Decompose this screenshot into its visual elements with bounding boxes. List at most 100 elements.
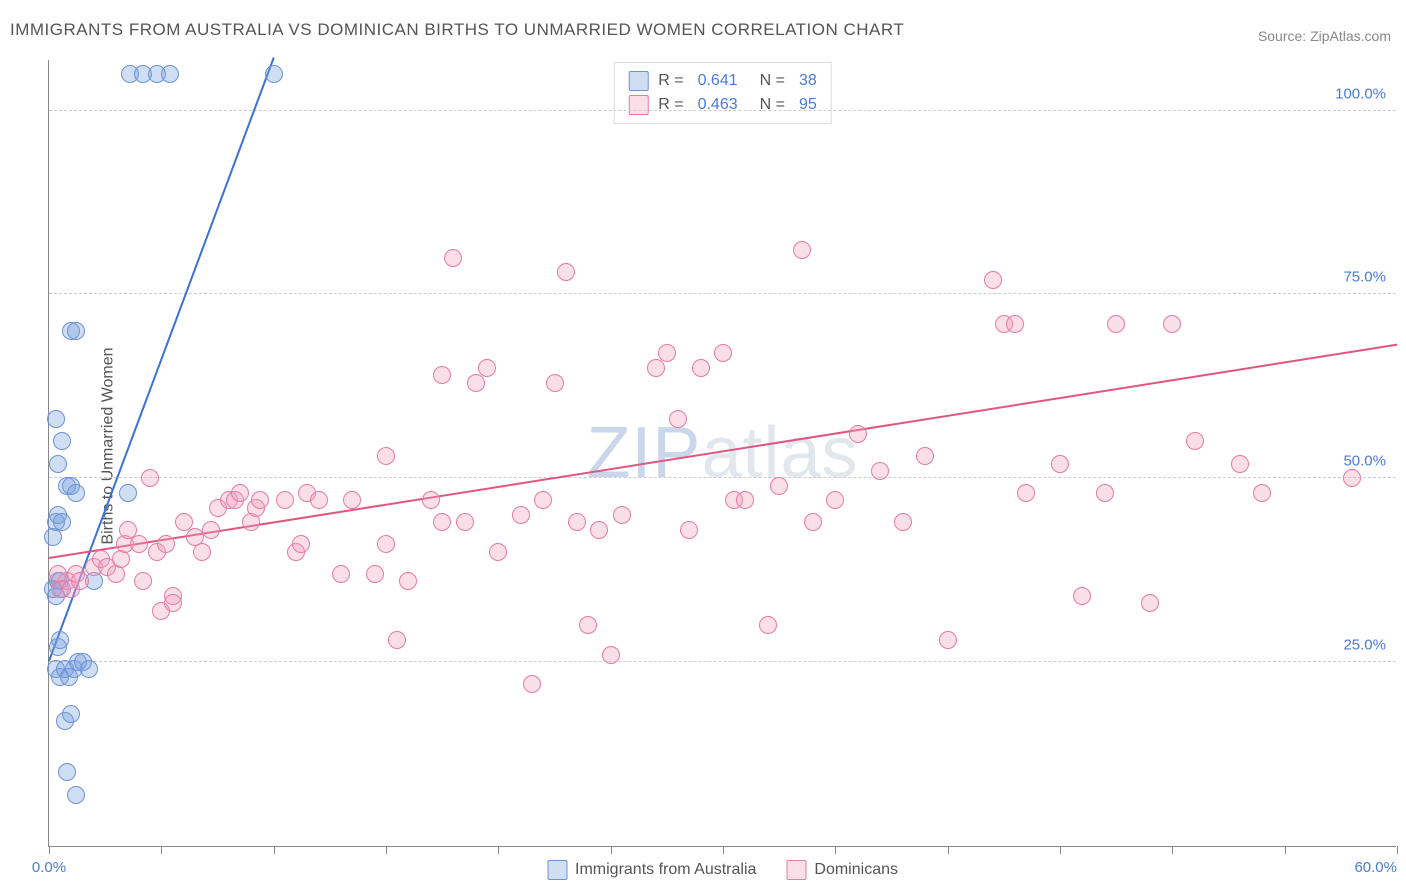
data-point-b (512, 506, 530, 524)
data-point-b (467, 374, 485, 392)
legend-label-b: Dominicans (814, 861, 898, 879)
data-point-b (332, 565, 350, 583)
legend-n-label: N = (760, 96, 785, 114)
data-point-b (134, 572, 152, 590)
data-point-b (1107, 315, 1125, 333)
data-point-a (80, 660, 98, 678)
data-point-b (1186, 432, 1204, 450)
data-point-b (793, 241, 811, 259)
data-point-a (47, 410, 65, 428)
data-point-b (433, 366, 451, 384)
data-point-b (489, 543, 507, 561)
data-point-b (164, 594, 182, 612)
x-tick (1285, 846, 1286, 854)
data-point-a (265, 65, 283, 83)
data-point-b (894, 513, 912, 531)
data-point-b (692, 359, 710, 377)
x-tick (1060, 846, 1061, 854)
x-tick (161, 846, 162, 854)
data-point-b (377, 535, 395, 553)
data-point-a (67, 484, 85, 502)
gridline (49, 293, 1396, 294)
data-point-b (546, 374, 564, 392)
legend-label-a: Immigrants from Australia (575, 861, 756, 879)
data-point-b (849, 425, 867, 443)
swatch-a-icon (547, 860, 567, 880)
data-point-b (71, 572, 89, 590)
legend-n-value-a: 38 (799, 72, 817, 90)
data-point-b (1231, 455, 1249, 473)
data-point-b (1051, 455, 1069, 473)
data-point-b (49, 565, 67, 583)
data-point-b (939, 631, 957, 649)
data-point-b (157, 535, 175, 553)
data-point-b (602, 646, 620, 664)
x-tick (723, 846, 724, 854)
x-tick (49, 846, 50, 854)
series-legend: Immigrants from Australia Dominicans (547, 860, 898, 880)
gridline (49, 110, 1396, 111)
swatch-a-icon (628, 71, 648, 91)
data-point-b (804, 513, 822, 531)
data-point-b (433, 513, 451, 531)
x-tick (1172, 846, 1173, 854)
plot-area: ZIPatlas R = 0.641 N = 38 R = 0.463 N = … (48, 60, 1396, 847)
data-point-b (770, 477, 788, 495)
data-point-b (1163, 315, 1181, 333)
data-point-b (534, 491, 552, 509)
data-point-b (251, 491, 269, 509)
data-point-b (669, 410, 687, 428)
x-tick (274, 846, 275, 854)
gridline (49, 477, 1396, 478)
data-point-b (478, 359, 496, 377)
data-point-b (590, 521, 608, 539)
x-tick (835, 846, 836, 854)
x-tick (386, 846, 387, 854)
data-point-b (193, 543, 211, 561)
data-point-b (422, 491, 440, 509)
gridline (49, 661, 1396, 662)
data-point-b (292, 535, 310, 553)
data-point-b (141, 469, 159, 487)
data-point-b (276, 491, 294, 509)
data-point-b (523, 675, 541, 693)
x-tick-label: 60.0% (1354, 859, 1397, 876)
data-point-b (826, 491, 844, 509)
data-point-b (388, 631, 406, 649)
legend-item-b: Dominicans (786, 860, 898, 880)
legend-row-b: R = 0.463 N = 95 (628, 93, 817, 117)
data-point-b (916, 447, 934, 465)
data-point-b (568, 513, 586, 531)
x-tick (498, 846, 499, 854)
data-point-b (736, 491, 754, 509)
legend-r-label: R = (658, 96, 683, 114)
data-point-b (647, 359, 665, 377)
data-point-a (119, 484, 137, 502)
data-point-b (130, 535, 148, 553)
watermark: ZIPatlas (586, 412, 858, 494)
data-point-a (49, 455, 67, 473)
data-point-a (53, 432, 71, 450)
y-tick-label: 25.0% (1343, 637, 1386, 654)
data-point-b (1073, 587, 1091, 605)
data-point-b (714, 344, 732, 362)
data-point-a (62, 705, 80, 723)
y-tick-label: 75.0% (1343, 269, 1386, 286)
data-point-b (871, 462, 889, 480)
chart-title: IMMIGRANTS FROM AUSTRALIA VS DOMINICAN B… (10, 20, 904, 40)
data-point-b (231, 484, 249, 502)
swatch-b-icon (786, 860, 806, 880)
data-point-a (58, 763, 76, 781)
data-point-b (759, 616, 777, 634)
data-point-b (1253, 484, 1271, 502)
legend-r-value-a: 0.641 (698, 72, 738, 90)
data-point-b (680, 521, 698, 539)
data-point-b (613, 506, 631, 524)
data-point-b (658, 344, 676, 362)
data-point-b (444, 249, 462, 267)
data-point-a (67, 786, 85, 804)
data-point-b (1017, 484, 1035, 502)
y-tick-label: 50.0% (1343, 453, 1386, 470)
correlation-legend: R = 0.641 N = 38 R = 0.463 N = 95 (613, 62, 832, 124)
data-point-b (343, 491, 361, 509)
